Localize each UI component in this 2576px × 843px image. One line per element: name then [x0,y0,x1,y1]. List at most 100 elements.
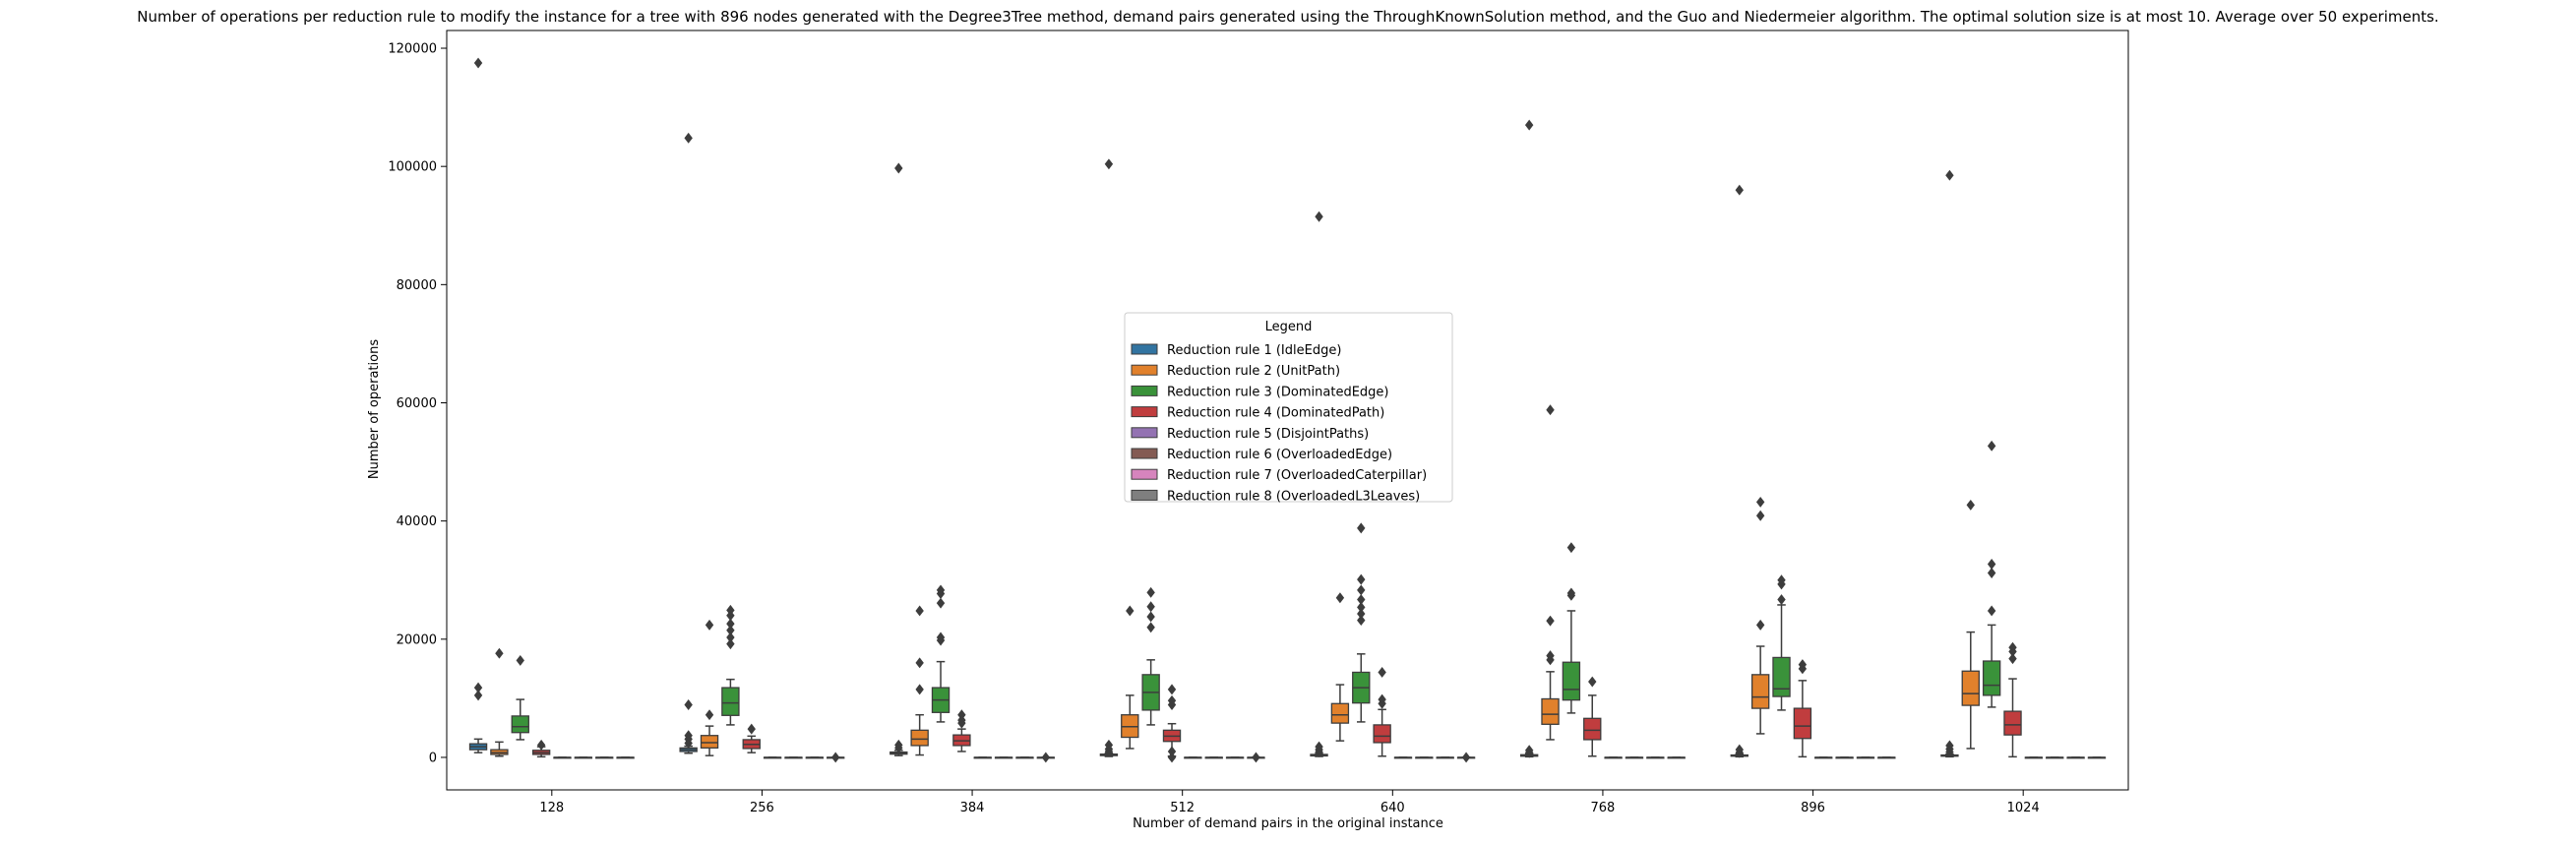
box-group [1373,666,1391,757]
outlier-point [1566,587,1576,599]
outlier-point [726,632,735,643]
legend-item: Reduction rule 2 (UnitPath) [1131,364,1340,379]
legend-label: Reduction rule 2 (UnitPath) [1167,364,1340,379]
legend-title: Legend [1265,320,1313,334]
outlier-point [1252,752,1260,763]
legend-label: Reduction rule 4 (DominatedPath) [1167,406,1384,421]
box-group [1330,592,1350,742]
box-group [700,619,719,756]
outlier-point [1588,676,1597,688]
box-group [1456,752,1476,763]
outlier-point [1146,586,1155,598]
box-group [595,756,614,759]
y-tick-label: 80000 [397,278,437,293]
box-group [889,162,908,756]
box-group [1961,499,1980,750]
box-group [1015,756,1034,759]
legend-item: Reduction rule 3 (DominatedEdge) [1131,385,1389,399]
box-group [1352,522,1371,723]
box-group [468,57,488,753]
outlier-point [936,632,946,643]
x-tick-label: 256 [750,801,774,815]
legend-swatch [1131,448,1158,459]
outlier-point [957,709,966,721]
box-group [1730,184,1748,758]
outlier-point [2008,641,2017,653]
box [1541,697,1560,725]
x-axis-label: Number of demand pairs in the original i… [1133,816,1443,831]
box [2003,710,2022,736]
outlier-point [1357,584,1366,596]
outlier-point [1777,574,1786,586]
outlier-point [915,657,924,669]
box [1583,717,1602,741]
outlier-point [1755,510,1765,521]
box-group [784,756,803,759]
box-group [2003,641,2022,758]
box-group [1646,756,1665,759]
box-group [1162,684,1182,763]
outlier-point [705,709,714,721]
y-tick-label: 20000 [397,632,437,647]
outlier-point [1987,559,1996,570]
box-group [1099,158,1119,757]
box-group [1750,496,1770,735]
outlier-point [1315,741,1323,753]
box-group [679,132,698,754]
outlier-point [1315,211,1323,222]
legend-swatch [1131,406,1158,418]
outlier-point [1146,622,1155,633]
box-group [763,756,782,759]
outlier-point [1357,522,1366,534]
outlier-point [1546,404,1555,416]
box-group [1877,756,1896,759]
outlier-point [1524,745,1534,756]
box-group [1772,574,1791,711]
box-group [490,647,509,757]
outlier-point [473,57,483,69]
legend-swatch [1131,343,1158,355]
box [1330,702,1350,724]
box-group [1856,756,1875,759]
legend-label: Reduction rule 6 (OverloadedEdge) [1167,448,1392,462]
outlier-point [1167,694,1177,706]
box-group [827,752,845,763]
box [511,715,529,734]
outlier-point [1566,542,1576,554]
y-tick-label: 100000 [388,160,437,175]
legend-item: Reduction rule 8 (OverloadedL3Leaves) [1131,489,1420,504]
outlier-point [1041,752,1051,763]
outlier-point [1735,744,1744,755]
outlier-point [1357,601,1366,613]
box-group [2087,756,2107,759]
outlier-point [1777,594,1786,606]
outlier-point [473,682,483,693]
outlier-point [915,605,924,617]
y-tick-label: 120000 [388,42,437,57]
box [1562,661,1581,701]
outlier-point [1167,752,1177,763]
outlier-point [1146,611,1155,623]
plot-frame [446,30,2129,791]
box-group [553,756,572,759]
box [1961,670,1980,706]
box-group [1247,752,1265,763]
outlier-point [1146,601,1155,613]
outlier-point [1357,608,1366,620]
outlier-point [1335,592,1345,604]
outlier-point [726,604,735,616]
legend-item: Reduction rule 1 (IdleEdge) [1131,343,1341,358]
box-group [1814,756,1833,759]
box [1772,656,1791,697]
y-tick-label: 60000 [397,396,437,411]
outlier-point [1357,594,1366,606]
box-group [2066,756,2085,759]
outlier-point [1945,740,1954,752]
box-group [1604,756,1623,759]
legend: Legend Reduction rule 1 (IdleEdge) Reducti… [1124,312,1453,504]
x-tick-label: 384 [960,801,985,815]
x-tick-label: 512 [1170,801,1195,815]
box-group [1225,756,1245,759]
outlier-point [1167,746,1177,757]
